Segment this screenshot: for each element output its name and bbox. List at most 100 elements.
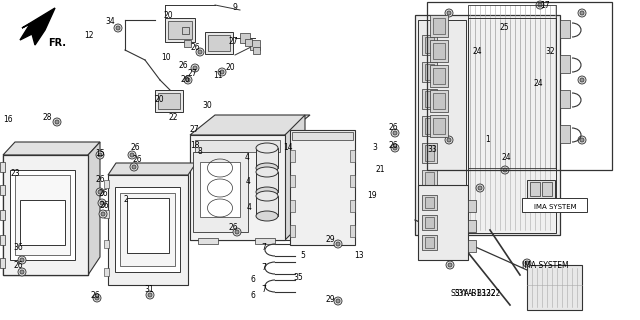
Bar (430, 65, 448, 87)
Bar (430, 115, 448, 137)
Bar (0, 162, 5, 172)
Bar (104, 210, 109, 218)
Bar (542, 182, 552, 196)
Text: 6: 6 (251, 276, 255, 284)
Bar (422, 143, 437, 163)
Text: S3YA-B1322: S3YA-B1322 (455, 290, 501, 299)
Bar (0, 258, 5, 268)
Bar (427, 2, 612, 170)
Text: FR.: FR. (48, 38, 66, 48)
Polygon shape (190, 115, 310, 135)
Bar (290, 200, 295, 212)
Text: 31: 31 (144, 285, 154, 294)
Circle shape (218, 68, 226, 76)
Bar (256, 172, 278, 192)
Text: 26: 26 (13, 260, 23, 269)
Bar (350, 200, 355, 212)
Bar (433, 68, 445, 84)
Bar (244, 38, 252, 45)
Bar (0, 235, 5, 245)
Circle shape (393, 146, 397, 150)
Text: 26: 26 (98, 188, 108, 197)
Circle shape (336, 299, 340, 303)
Bar (425, 91, 434, 107)
Bar (200, 162, 240, 217)
Text: 29: 29 (325, 236, 335, 244)
Bar (190, 135, 305, 240)
Circle shape (538, 3, 542, 7)
Text: S3YA-B1322: S3YA-B1322 (451, 289, 496, 298)
Circle shape (448, 263, 452, 267)
Bar (468, 240, 476, 252)
Text: 15: 15 (95, 148, 105, 157)
Bar (155, 90, 183, 112)
Circle shape (128, 151, 136, 159)
Bar (422, 116, 437, 136)
Circle shape (53, 118, 61, 126)
Circle shape (55, 120, 59, 124)
Text: 26: 26 (178, 60, 188, 69)
Bar (256, 148, 278, 168)
Text: 24: 24 (472, 47, 482, 57)
Bar (425, 237, 434, 248)
Text: 1: 1 (486, 135, 490, 145)
Circle shape (393, 131, 397, 135)
Text: 23: 23 (10, 169, 20, 178)
Bar (422, 195, 437, 210)
Text: 2: 2 (124, 196, 129, 204)
Text: 6: 6 (251, 291, 255, 300)
Circle shape (193, 66, 197, 70)
Bar (350, 150, 355, 162)
Bar (560, 125, 570, 143)
Circle shape (580, 78, 584, 82)
Bar (158, 93, 180, 109)
Bar (0, 185, 5, 195)
Bar (350, 225, 355, 237)
Text: 26: 26 (388, 140, 398, 149)
Text: 19: 19 (367, 190, 377, 199)
Text: 10: 10 (161, 52, 171, 61)
Text: 11: 11 (213, 70, 223, 79)
Bar (290, 130, 355, 245)
Ellipse shape (256, 211, 278, 221)
Circle shape (391, 144, 399, 152)
Polygon shape (20, 8, 55, 45)
Ellipse shape (256, 143, 278, 153)
Circle shape (184, 76, 192, 84)
Text: 16: 16 (3, 116, 13, 124)
Text: 36: 36 (13, 244, 23, 252)
Text: 8: 8 (198, 148, 202, 156)
Circle shape (478, 186, 482, 190)
Text: 26: 26 (95, 175, 105, 185)
Polygon shape (285, 115, 305, 240)
Circle shape (116, 26, 120, 30)
Ellipse shape (256, 167, 278, 177)
Circle shape (580, 138, 584, 142)
Bar (430, 40, 448, 62)
Text: 26: 26 (132, 156, 142, 164)
Bar (530, 182, 540, 196)
Circle shape (98, 190, 102, 194)
Bar (433, 118, 445, 134)
Text: 22: 22 (168, 114, 178, 123)
Text: 27: 27 (187, 69, 197, 78)
Circle shape (20, 270, 24, 274)
Text: 26: 26 (388, 124, 398, 132)
Text: 7: 7 (262, 244, 266, 252)
Polygon shape (88, 142, 100, 275)
Circle shape (196, 48, 204, 56)
Circle shape (476, 184, 484, 192)
Bar (527, 265, 582, 310)
Circle shape (334, 297, 342, 305)
Circle shape (580, 11, 584, 15)
Circle shape (98, 199, 106, 207)
Bar (425, 118, 434, 134)
Circle shape (523, 259, 531, 267)
Text: 26: 26 (99, 201, 109, 210)
Bar (104, 240, 109, 248)
Bar (168, 21, 192, 39)
Circle shape (96, 151, 104, 159)
Circle shape (95, 296, 99, 300)
Bar (468, 220, 476, 232)
Bar (20, 200, 65, 245)
